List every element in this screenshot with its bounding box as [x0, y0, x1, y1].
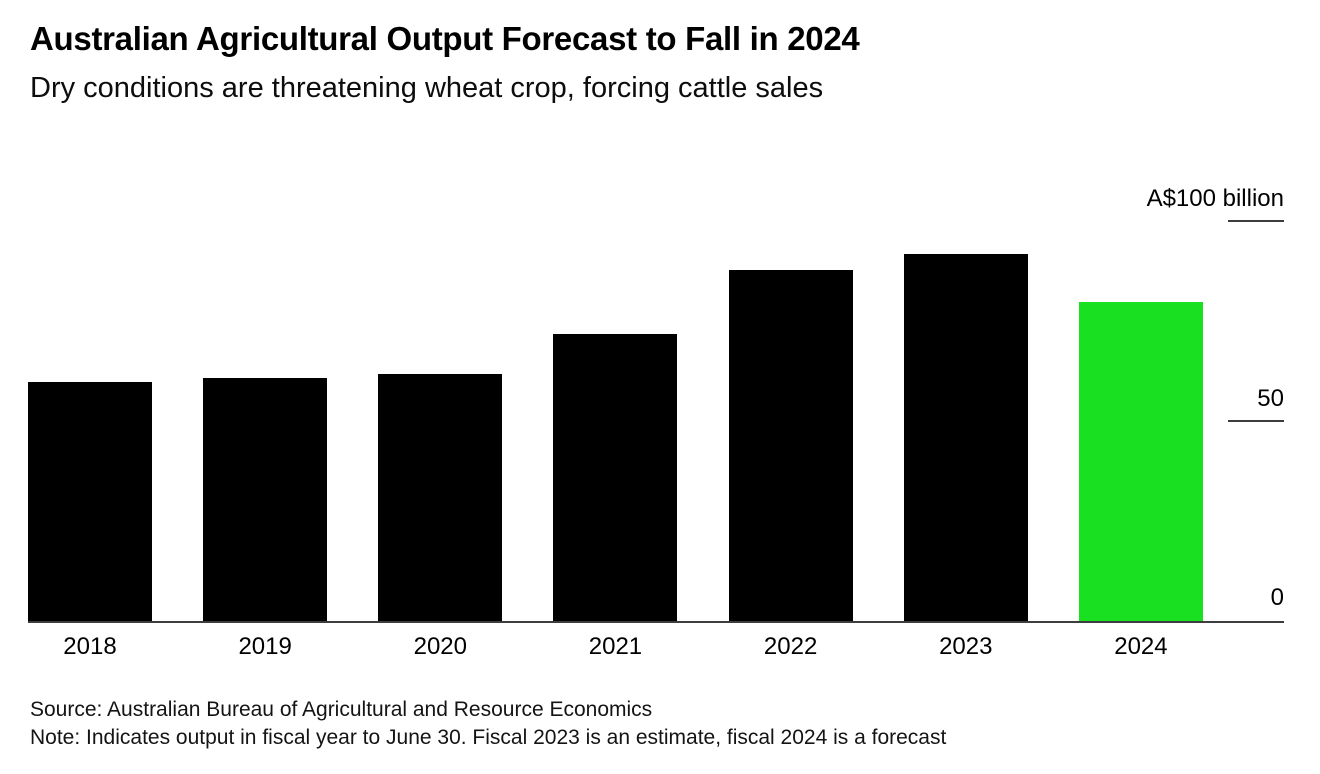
y-tick-label-50: 50: [1257, 384, 1284, 412]
note-text: Note: Indicates output in fiscal year to…: [30, 726, 947, 749]
bar-2021: [553, 333, 678, 621]
x-tick-label-2022: 2022: [763, 633, 818, 660]
x-tick-label-2020: 2020: [413, 633, 467, 660]
x-tick-label-2023: 2023: [939, 633, 993, 660]
bar-2018: [28, 381, 152, 621]
y-tick-label-0: 0: [1270, 584, 1284, 611]
bar-2024: [1078, 301, 1203, 621]
bars-container: [28, 222, 1203, 621]
x-axis-labels: 2018 2019 2020 2021 2022 2023 2024: [28, 633, 1203, 661]
x-tick-label-2024: 2024: [1114, 633, 1168, 660]
chart-subtitle: Dry conditions are threatening wheat cro…: [30, 72, 824, 104]
bar-2022: [728, 269, 853, 621]
x-tick-label-2018: 2018: [63, 633, 117, 660]
bar-2019: [203, 377, 328, 621]
source-text: Source: Australian Bureau of Agricultura…: [30, 698, 653, 721]
bar-chart: A$100 billion 50 0: [28, 185, 1284, 623]
bar-2023: [903, 253, 1028, 621]
x-tick-label-2021: 2021: [588, 633, 643, 660]
bar-2020: [378, 373, 503, 621]
y-tick-mark: [1228, 419, 1284, 422]
y-tick-mark: [1228, 220, 1284, 222]
y-tick-label-100: A$100 billion: [1146, 185, 1284, 212]
chart-title: Australian Agricultural Output Forecast …: [30, 20, 860, 57]
x-tick-label-2019: 2019: [238, 633, 292, 660]
